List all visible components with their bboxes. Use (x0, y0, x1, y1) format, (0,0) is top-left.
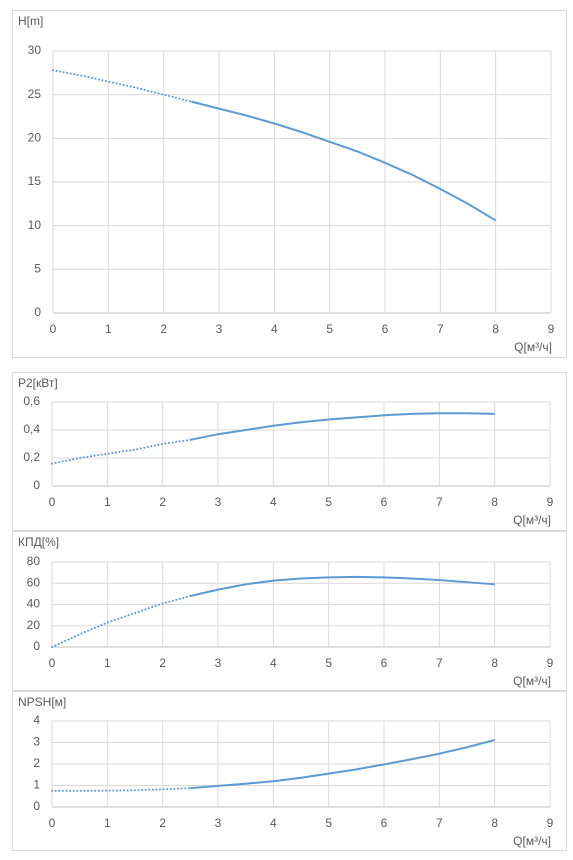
x-tick-label: 9 (547, 495, 554, 509)
x-tick-label: 4 (270, 495, 277, 509)
data-line (52, 69, 193, 103)
x-tick-label: 7 (436, 656, 443, 670)
x-tick-label: 0 (50, 322, 57, 336)
x-tick-label: 9 (548, 322, 555, 336)
x-tick-label: 1 (104, 656, 111, 670)
x-tick-label: 6 (381, 816, 388, 830)
x-tick-label: 2 (160, 322, 167, 336)
data-line (51, 787, 192, 792)
y-tick-label: 0 (33, 639, 40, 653)
chart-frame (12, 372, 567, 531)
data-line (190, 738, 495, 790)
x-tick-label: 1 (104, 816, 111, 830)
x-tick-label: 3 (216, 322, 223, 336)
x-tick-label: 8 (491, 656, 498, 670)
chart-frame (12, 691, 567, 851)
x-tick-label: 5 (325, 495, 332, 509)
x-tick-label: 2 (159, 656, 166, 670)
y-tick-label: 20 (28, 131, 42, 145)
y-tick-label: 2 (33, 756, 40, 770)
y-tick-label: 60 (27, 575, 41, 589)
x-tick-label: 6 (381, 656, 388, 670)
x-tick-label: 3 (215, 656, 222, 670)
x-axis-label: Q[м³/ч] (514, 340, 552, 354)
x-tick-label: 0 (49, 656, 56, 670)
y-tick-label: 0 (34, 305, 41, 319)
y-tick-label: 30 (28, 43, 42, 57)
x-tick-label: 3 (215, 816, 222, 830)
x-tick-label: 4 (270, 816, 277, 830)
x-axis-label: Q[м³/ч] (513, 834, 551, 848)
y-tick-label: 4 (33, 713, 40, 727)
y-axis-label: NPSH[м] (18, 695, 66, 709)
x-tick-label: 8 (491, 495, 498, 509)
x-tick-label: 2 (159, 495, 166, 509)
y-tick-label: 0,4 (23, 422, 40, 436)
x-tick-label: 5 (326, 322, 333, 336)
x-tick-label: 8 (491, 816, 498, 830)
x-tick-label: 0 (49, 495, 56, 509)
x-tick-label: 8 (492, 322, 499, 336)
y-tick-label: 0,6 (23, 394, 40, 408)
y-tick-label: 0 (33, 478, 40, 492)
y-tick-label: 1 (33, 778, 40, 792)
x-tick-label: 7 (437, 322, 444, 336)
data-line (191, 100, 497, 222)
x-axis-label: Q[м³/ч] (513, 513, 551, 527)
x-tick-label: 4 (271, 322, 278, 336)
y-axis-label: КПД[%] (18, 535, 59, 549)
y-tick-label: 0,2 (23, 450, 40, 464)
x-tick-label: 6 (382, 322, 389, 336)
y-tick-label: 40 (27, 597, 41, 611)
y-tick-label: 0 (33, 799, 40, 813)
x-tick-label: 3 (215, 495, 222, 509)
y-tick-label: 80 (27, 554, 41, 568)
y-axis-label: P2[кВт] (18, 376, 58, 390)
y-tick-label: 3 (33, 735, 40, 749)
x-tick-label: 2 (159, 816, 166, 830)
y-axis-label: H[m] (18, 14, 43, 28)
x-tick-label: 9 (547, 816, 554, 830)
y-tick-label: 20 (27, 618, 41, 632)
y-tick-label: 5 (34, 262, 41, 276)
x-tick-label: 4 (270, 656, 277, 670)
y-tick-label: 10 (28, 218, 42, 232)
x-tick-label: 5 (325, 656, 332, 670)
y-tick-label: 25 (28, 87, 42, 101)
data-line (51, 595, 192, 648)
data-line (190, 575, 495, 597)
y-tick-label: 15 (28, 174, 42, 188)
x-tick-label: 1 (104, 495, 111, 509)
x-tick-label: 5 (325, 816, 332, 830)
x-tick-label: 0 (49, 816, 56, 830)
x-tick-label: 9 (547, 656, 554, 670)
chart-frame (12, 531, 567, 691)
x-tick-label: 6 (381, 495, 388, 509)
x-tick-label: 7 (436, 816, 443, 830)
x-tick-label: 7 (436, 495, 443, 509)
chart-frame (12, 10, 567, 358)
x-axis-label: Q[м³/ч] (513, 674, 551, 688)
data-line (190, 412, 495, 441)
x-tick-label: 1 (105, 322, 112, 336)
